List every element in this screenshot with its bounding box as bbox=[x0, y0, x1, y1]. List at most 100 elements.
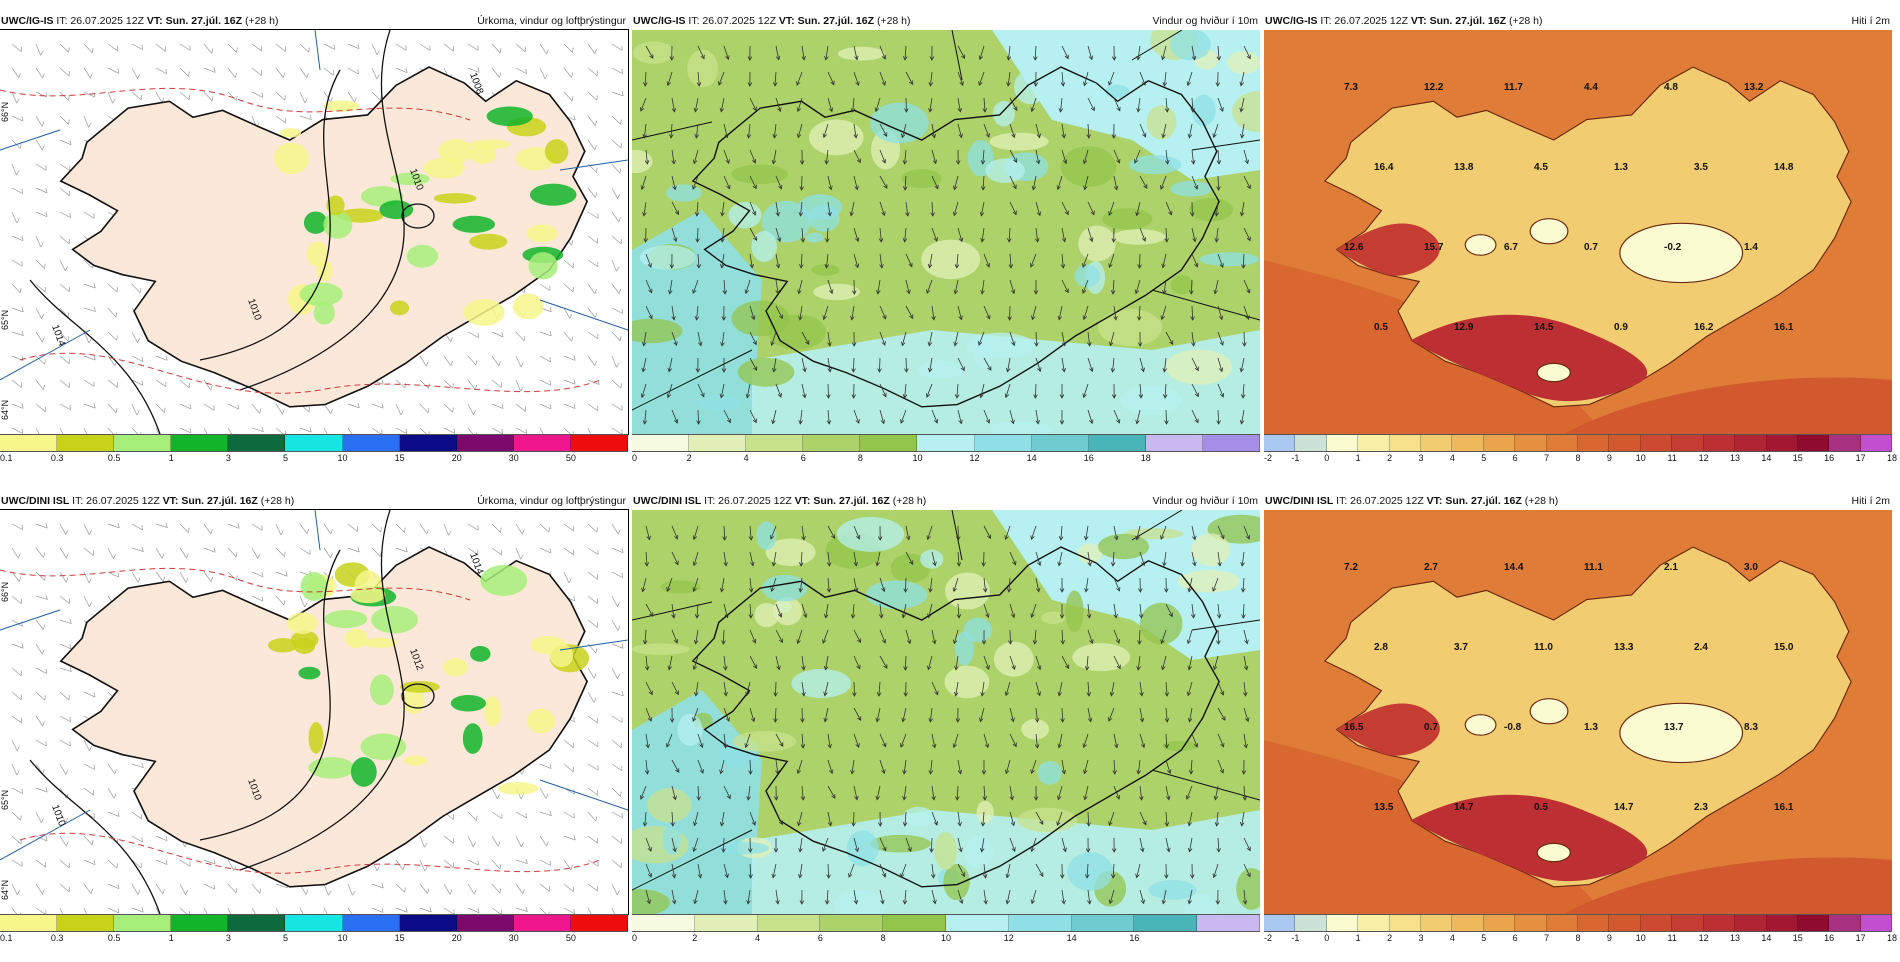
colorbar-tick-label: 0 bbox=[632, 933, 637, 944]
colorbar-tick-label: 13 bbox=[1730, 453, 1740, 464]
temp-colorbar: -2-101234567891011121314151617181920 bbox=[1264, 914, 1892, 944]
valid-time: VT: Sun. 27.júl. 16Z bbox=[795, 495, 890, 507]
colorbar-swatch bbox=[114, 435, 171, 451]
colorbar-swatch bbox=[514, 915, 571, 931]
colorbar-tick-label: 5 bbox=[1481, 453, 1486, 464]
colorbar-swatch bbox=[571, 435, 628, 451]
colorbar-tick-label: 20 bbox=[452, 933, 462, 944]
panel-title: Hiti í 2m bbox=[1851, 12, 1890, 30]
colorbar-swatch bbox=[1515, 435, 1546, 451]
temperature-label: 3.0 bbox=[1744, 562, 1758, 573]
temperature-label: 16.5 bbox=[1344, 722, 1364, 733]
panel-header: UWC/IG-IS IT: 26.07.2025 12Z VT: Sun. 27… bbox=[632, 12, 1260, 30]
colorbar-swatch bbox=[1295, 435, 1326, 451]
colorbar-swatch bbox=[860, 435, 917, 451]
colorbar-tick-label: 5 bbox=[283, 453, 288, 464]
colorbar-swatch bbox=[1609, 915, 1640, 931]
colorbar-swatch bbox=[57, 915, 114, 931]
colorbar-swatch bbox=[400, 435, 457, 451]
colorbar-swatch bbox=[758, 915, 821, 931]
latitude-label: 64°N bbox=[0, 880, 10, 900]
temperature-label: 0.5 bbox=[1534, 802, 1548, 813]
colorbar-tick-label: 30 bbox=[509, 453, 519, 464]
colorbar-tick-label: 7 bbox=[1544, 933, 1549, 944]
temperature-label: 11.0 bbox=[1534, 642, 1553, 653]
temperature-label: 16.1 bbox=[1774, 322, 1794, 333]
temperature-label: 0.7 bbox=[1584, 242, 1598, 253]
temperature-label: 11.1 bbox=[1584, 562, 1603, 573]
colorbar-swatch bbox=[1609, 435, 1640, 451]
colorbar-tick-label: -2 bbox=[1264, 933, 1272, 944]
colorbar-tick-label: 14 bbox=[1027, 453, 1037, 464]
colorbar-tick-label: 18 bbox=[1887, 453, 1897, 464]
colorbar-tick-label: 15 bbox=[1793, 933, 1803, 944]
colorbar-swatch bbox=[1452, 915, 1483, 931]
temp-panel-igis: UWC/IG-IS IT: 26.07.2025 12Z VT: Sun. 27… bbox=[1264, 12, 1892, 482]
colorbar-tick-label: 0.5 bbox=[108, 453, 121, 464]
init-time: IT: 26.07.2025 12Z bbox=[72, 495, 160, 507]
colorbar-swatch bbox=[228, 915, 285, 931]
colorbar-swatch bbox=[228, 435, 285, 451]
temperature-label: 0.9 bbox=[1614, 322, 1628, 333]
colorbar-tick-label: 1 bbox=[169, 453, 174, 464]
glacier-myrdalsjokull bbox=[1537, 363, 1570, 381]
colorbar-tick-label: 12 bbox=[970, 453, 980, 464]
wind-panel-igis: UWC/IG-IS IT: 26.07.2025 12Z VT: Sun. 27… bbox=[632, 12, 1260, 482]
temperature-label: 2.7 bbox=[1424, 562, 1438, 573]
colorbar-swatch bbox=[1735, 915, 1766, 931]
colorbar-tick-label: 16 bbox=[1084, 453, 1094, 464]
colorbar-swatch bbox=[1704, 915, 1735, 931]
colorbar-swatch bbox=[1578, 435, 1609, 451]
colorbar-swatch bbox=[917, 435, 974, 451]
temperature-label: 0.7 bbox=[1424, 722, 1438, 733]
temperature-label: 16.2 bbox=[1694, 322, 1714, 333]
wind-map[interactable] bbox=[632, 30, 1260, 434]
init-time: IT: 26.07.2025 12Z bbox=[704, 495, 792, 507]
colorbar-tick-label: 4 bbox=[1450, 453, 1455, 464]
valid-time: VT: Sun. 27.júl. 16Z bbox=[1411, 15, 1506, 27]
colorbar-tick-label: 0 bbox=[632, 453, 637, 464]
colorbar-tick-label: 12 bbox=[1004, 933, 1014, 944]
colorbar-tick-label: 50 bbox=[566, 453, 576, 464]
colorbar-tick-label: 11 bbox=[1668, 933, 1677, 944]
glacier-myrdalsjokull bbox=[1537, 843, 1570, 861]
colorbar-swatch bbox=[1672, 915, 1703, 931]
temperature-label: 13.5 bbox=[1374, 802, 1394, 813]
colorbar-swatch bbox=[695, 915, 758, 931]
temperature-label: 7.2 bbox=[1344, 562, 1358, 573]
temp-colorbar: -2-101234567891011121314151617181920 bbox=[1264, 434, 1892, 464]
panel-header: UWC/DINI ISL IT: 26.07.2025 12Z VT: Sun.… bbox=[0, 492, 628, 510]
colorbar-swatch bbox=[1421, 915, 1452, 931]
temperature-label: 1.3 bbox=[1614, 162, 1628, 173]
init-time: IT: 26.07.2025 12Z bbox=[688, 15, 776, 27]
valid-time: VT: Sun. 27.júl. 16Z bbox=[1427, 495, 1522, 507]
colorbar-tick-label: 17 bbox=[1856, 453, 1866, 464]
latitude-label: 65°N bbox=[0, 790, 10, 810]
temperature-label: 11.7 bbox=[1504, 82, 1523, 93]
colorbar-swatch bbox=[1264, 435, 1295, 451]
colorbar-swatch bbox=[285, 435, 342, 451]
colorbar-tick-label: 16 bbox=[1129, 933, 1139, 944]
colorbar-tick-label: 0.3 bbox=[51, 933, 64, 944]
colorbar-swatch bbox=[1641, 915, 1672, 931]
colorbar-swatch bbox=[1032, 435, 1089, 451]
colorbar-swatch bbox=[1072, 915, 1135, 931]
wind-map[interactable] bbox=[632, 510, 1260, 914]
colorbar-tick-label: 8 bbox=[1575, 453, 1580, 464]
colorbar-tick-label: 3 bbox=[226, 453, 231, 464]
colorbar-swatch bbox=[1798, 915, 1829, 931]
colorbar-swatch bbox=[1134, 915, 1197, 931]
temperature-label: 2.1 bbox=[1664, 562, 1678, 573]
colorbar-swatch bbox=[1146, 435, 1203, 451]
colorbar-tick-label: 6 bbox=[1513, 933, 1518, 944]
colorbar-swatch bbox=[1861, 435, 1892, 451]
lead-time: (+28 h) bbox=[893, 495, 927, 507]
temperature-label: 13.3 bbox=[1614, 642, 1634, 653]
colorbar-tick-label: 6 bbox=[1513, 453, 1518, 464]
colorbar-swatch bbox=[457, 915, 514, 931]
